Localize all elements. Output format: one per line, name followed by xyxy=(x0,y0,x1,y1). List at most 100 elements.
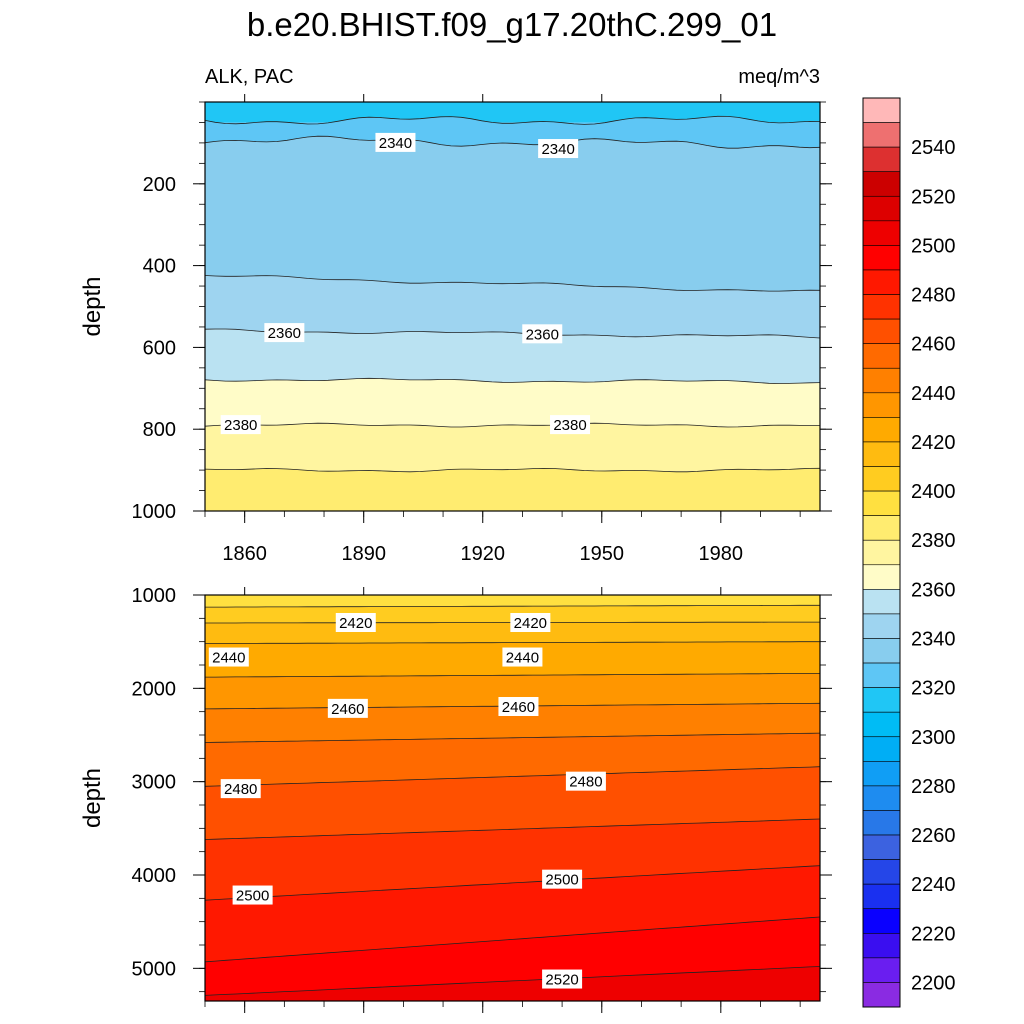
contour-band xyxy=(205,102,820,123)
colorbar-swatch xyxy=(862,761,901,787)
colorbar-swatch xyxy=(862,367,901,394)
colorbar-swatch xyxy=(862,441,901,467)
x-tick-label: 1980 xyxy=(699,543,744,565)
colorbar-swatch xyxy=(862,810,901,836)
colorbar-label: 2440 xyxy=(911,383,956,405)
colorbar-swatch xyxy=(862,318,901,344)
contour-line xyxy=(204,275,821,292)
y-tick-label: 400 xyxy=(143,256,176,278)
colorbar-label: 2540 xyxy=(911,137,956,159)
x-tick-label: 1950 xyxy=(580,543,625,565)
colorbar-label: 2520 xyxy=(911,186,956,208)
contour-fill-region xyxy=(205,966,820,1001)
contour-label: 2420 xyxy=(335,613,376,632)
contour-line xyxy=(204,115,821,125)
colorbar-label: 2200 xyxy=(911,972,956,994)
y-tick-label: 2000 xyxy=(132,678,177,700)
colorbar-swatch xyxy=(862,589,901,615)
svg-text:2340: 2340 xyxy=(379,135,412,152)
contour-label: 2500 xyxy=(232,885,273,905)
colorbar-swatch xyxy=(862,97,901,123)
y-tick-label: 800 xyxy=(143,419,176,441)
colorbar-swatch xyxy=(862,417,901,443)
colorbar-label: 2480 xyxy=(911,285,956,307)
colorbar-swatch xyxy=(862,122,901,148)
colorbar-swatch xyxy=(862,736,901,762)
lower-depth-panel: 2420 2420 2440 2440 2460 2460 2480 2480 2500 2500… xyxy=(79,585,832,1013)
colorbar-swatch xyxy=(862,343,901,369)
y-tick-label: 5000 xyxy=(132,958,177,980)
contour-line xyxy=(205,641,820,644)
svg-text:2360: 2360 xyxy=(526,326,559,343)
contour-label: 2480 xyxy=(220,779,261,799)
contour-label: 2480 xyxy=(565,771,606,791)
colorbar-swatch xyxy=(862,638,901,664)
y-tick-label: 1000 xyxy=(132,585,177,607)
contour-line xyxy=(204,766,821,787)
colorbar-swatch xyxy=(862,711,901,738)
contour-line xyxy=(204,467,821,473)
contour-label: 2460 xyxy=(327,698,368,718)
contour-label: 2360 xyxy=(264,323,305,343)
colorbar-swatch xyxy=(862,294,901,320)
colorbar-swatch xyxy=(862,171,901,197)
y-tick-label: 4000 xyxy=(132,865,177,887)
colorbar-label: 2240 xyxy=(911,874,956,896)
colorbar-swatch xyxy=(862,539,901,566)
contour-line xyxy=(204,135,821,149)
colorbar-swatch xyxy=(862,245,901,271)
colorbar-label: 2460 xyxy=(911,334,956,356)
svg-text:2380: 2380 xyxy=(224,417,257,434)
colorbar-swatch xyxy=(862,564,901,590)
colorbar-label: 2280 xyxy=(911,776,956,798)
contour-line xyxy=(204,865,821,901)
svg-text:2500: 2500 xyxy=(545,872,578,889)
colorbar-label: 2400 xyxy=(911,481,956,503)
colorbar-label: 2300 xyxy=(911,727,956,749)
colorbar-swatch xyxy=(862,834,901,860)
contour-line xyxy=(204,422,821,428)
svg-text:2420: 2420 xyxy=(339,615,372,632)
colorbar: 2200 2220 2240 2260 2280 2300 2320 2340 2360 2380… xyxy=(862,97,956,1008)
y-tick-label: 3000 xyxy=(132,772,177,794)
colorbar-swatch xyxy=(862,466,901,492)
svg-text:2460: 2460 xyxy=(331,701,364,718)
contour-label: 2340 xyxy=(375,132,416,152)
colorbar-swatch xyxy=(862,515,901,541)
contour-line xyxy=(204,818,821,840)
colorbar-swatch xyxy=(862,662,901,688)
colorbar-label: 2420 xyxy=(911,432,956,454)
colorbar-swatch xyxy=(862,220,901,246)
contour-line xyxy=(204,732,821,743)
contour-line xyxy=(204,328,821,339)
colorbar-label: 2360 xyxy=(911,579,956,601)
contour-label: 2340 xyxy=(538,139,579,159)
contour-label: 2460 xyxy=(498,697,539,716)
colorbar-label: 2500 xyxy=(911,235,956,257)
contour-fill-region xyxy=(205,468,820,511)
figure-title: b.e20.BHIST.f09_g17.20thC.299_01 xyxy=(247,6,777,43)
colorbar-swatch xyxy=(862,785,901,811)
y-tick-label: 600 xyxy=(143,337,176,359)
svg-text:2440: 2440 xyxy=(506,650,539,667)
contour-label: 2440 xyxy=(502,647,543,667)
contour-line xyxy=(204,916,821,963)
svg-text:2480: 2480 xyxy=(569,774,602,791)
contour-line xyxy=(204,377,821,384)
svg-text:2380: 2380 xyxy=(553,417,586,434)
colorbar-swatch xyxy=(862,195,901,222)
contour-line xyxy=(205,604,820,608)
contour-label: 2380 xyxy=(550,415,591,435)
svg-text:2480: 2480 xyxy=(224,781,257,798)
svg-text:2360: 2360 xyxy=(268,325,301,342)
colorbar-label: 2320 xyxy=(911,678,956,700)
contour-label: 2360 xyxy=(522,324,563,344)
svg-text:2340: 2340 xyxy=(541,141,574,158)
contour-line xyxy=(204,966,821,996)
contour-band xyxy=(205,595,820,608)
svg-text:2500: 2500 xyxy=(236,888,269,905)
colorbar-swatch xyxy=(862,982,901,1008)
svg-text:2440: 2440 xyxy=(212,650,245,667)
contour-line xyxy=(205,673,821,678)
